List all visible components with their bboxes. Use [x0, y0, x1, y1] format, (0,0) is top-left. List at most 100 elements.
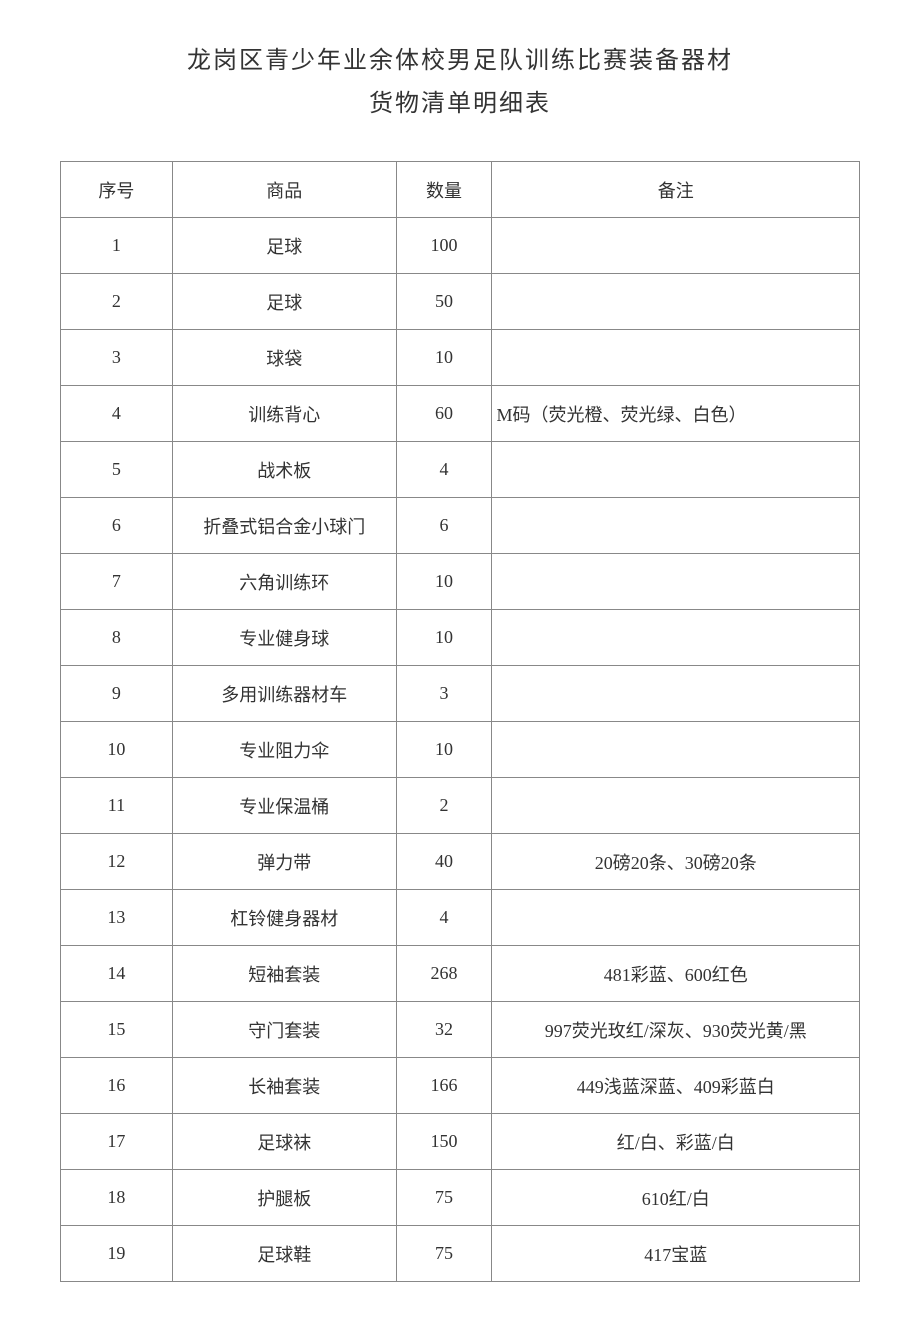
- table-row: 17足球袜150红/白、彩蓝/白: [61, 1114, 860, 1170]
- cell-note: 417宝蓝: [492, 1226, 860, 1282]
- cell-note: [492, 330, 860, 386]
- header-product: 商品: [172, 162, 396, 218]
- cell-seq: 14: [61, 946, 173, 1002]
- cell-product: 训练背心: [172, 386, 396, 442]
- header-seq: 序号: [61, 162, 173, 218]
- cell-seq: 13: [61, 890, 173, 946]
- cell-qty: 2: [396, 778, 492, 834]
- cell-seq: 12: [61, 834, 173, 890]
- cell-note: [492, 274, 860, 330]
- cell-note: [492, 442, 860, 498]
- cell-product: 球袋: [172, 330, 396, 386]
- cell-product: 长袖套装: [172, 1058, 396, 1114]
- cell-product: 短袖套装: [172, 946, 396, 1002]
- table-row: 7六角训练环10: [61, 554, 860, 610]
- table-row: 1足球100: [61, 218, 860, 274]
- cell-qty: 10: [396, 330, 492, 386]
- cell-product: 战术板: [172, 442, 396, 498]
- cell-product: 守门套装: [172, 1002, 396, 1058]
- title-line-1: 龙岗区青少年业余体校男足队训练比赛装备器材: [60, 40, 860, 83]
- cell-note: 481彩蓝、600红色: [492, 946, 860, 1002]
- cell-qty: 150: [396, 1114, 492, 1170]
- cell-qty: 268: [396, 946, 492, 1002]
- table-row: 3球袋10: [61, 330, 860, 386]
- cell-product: 专业保温桶: [172, 778, 396, 834]
- cell-qty: 4: [396, 442, 492, 498]
- table-row: 14短袖套装268481彩蓝、600红色: [61, 946, 860, 1002]
- cell-note: 997荧光玫红/深灰、930荧光黄/黑: [492, 1002, 860, 1058]
- cell-seq: 2: [61, 274, 173, 330]
- table-row: 10专业阻力伞10: [61, 722, 860, 778]
- table-row: 15守门套装32997荧光玫红/深灰、930荧光黄/黑: [61, 1002, 860, 1058]
- cell-qty: 3: [396, 666, 492, 722]
- cell-product: 折叠式铝合金小球门: [172, 498, 396, 554]
- cell-note: [492, 498, 860, 554]
- cell-seq: 16: [61, 1058, 173, 1114]
- cell-qty: 4: [396, 890, 492, 946]
- cell-note: [492, 778, 860, 834]
- cell-note: [492, 218, 860, 274]
- cell-qty: 40: [396, 834, 492, 890]
- cell-seq: 8: [61, 610, 173, 666]
- table-row: 2足球50: [61, 274, 860, 330]
- title-line-2: 货物清单明细表: [60, 83, 860, 126]
- cell-seq: 15: [61, 1002, 173, 1058]
- cell-qty: 32: [396, 1002, 492, 1058]
- table-row: 8专业健身球10: [61, 610, 860, 666]
- cell-qty: 75: [396, 1226, 492, 1282]
- cell-product: 多用训练器材车: [172, 666, 396, 722]
- cell-seq: 17: [61, 1114, 173, 1170]
- cell-product: 专业健身球: [172, 610, 396, 666]
- table-body: 1足球1002足球503球袋104训练背心60M码（荧光橙、荧光绿、白色）5战术…: [61, 218, 860, 1282]
- table-row: 13杠铃健身器材4: [61, 890, 860, 946]
- table-row: 18护腿板75610红/白: [61, 1170, 860, 1226]
- table-row: 16长袖套装166449浅蓝深蓝、409彩蓝白: [61, 1058, 860, 1114]
- cell-qty: 166: [396, 1058, 492, 1114]
- cell-product: 足球袜: [172, 1114, 396, 1170]
- cell-note: [492, 722, 860, 778]
- cell-qty: 6: [396, 498, 492, 554]
- cell-qty: 50: [396, 274, 492, 330]
- cell-seq: 5: [61, 442, 173, 498]
- cell-note: [492, 890, 860, 946]
- cell-seq: 1: [61, 218, 173, 274]
- cell-qty: 100: [396, 218, 492, 274]
- cell-note: [492, 610, 860, 666]
- cell-product: 六角训练环: [172, 554, 396, 610]
- cell-note: [492, 554, 860, 610]
- cell-seq: 4: [61, 386, 173, 442]
- table-row: 6折叠式铝合金小球门6: [61, 498, 860, 554]
- cell-product: 专业阻力伞: [172, 722, 396, 778]
- cell-seq: 10: [61, 722, 173, 778]
- cell-product: 弹力带: [172, 834, 396, 890]
- table-row: 4训练背心60M码（荧光橙、荧光绿、白色）: [61, 386, 860, 442]
- cell-note: 610红/白: [492, 1170, 860, 1226]
- table-row: 12弹力带4020磅20条、30磅20条: [61, 834, 860, 890]
- cell-note: 红/白、彩蓝/白: [492, 1114, 860, 1170]
- cell-seq: 11: [61, 778, 173, 834]
- cell-qty: 60: [396, 386, 492, 442]
- cell-qty: 10: [396, 610, 492, 666]
- cell-seq: 6: [61, 498, 173, 554]
- cell-qty: 75: [396, 1170, 492, 1226]
- table-header-row: 序号 商品 数量 备注: [61, 162, 860, 218]
- cell-note: M码（荧光橙、荧光绿、白色）: [492, 386, 860, 442]
- header-qty: 数量: [396, 162, 492, 218]
- cell-qty: 10: [396, 554, 492, 610]
- document-title: 龙岗区青少年业余体校男足队训练比赛装备器材 货物清单明细表: [60, 40, 860, 126]
- cell-product: 足球鞋: [172, 1226, 396, 1282]
- cell-product: 护腿板: [172, 1170, 396, 1226]
- cell-seq: 9: [61, 666, 173, 722]
- inventory-table: 序号 商品 数量 备注 1足球1002足球503球袋104训练背心60M码（荧光…: [60, 161, 860, 1282]
- cell-note: 449浅蓝深蓝、409彩蓝白: [492, 1058, 860, 1114]
- cell-seq: 3: [61, 330, 173, 386]
- cell-seq: 18: [61, 1170, 173, 1226]
- cell-product: 杠铃健身器材: [172, 890, 396, 946]
- cell-qty: 10: [396, 722, 492, 778]
- table-row: 19足球鞋75417宝蓝: [61, 1226, 860, 1282]
- cell-product: 足球: [172, 274, 396, 330]
- cell-seq: 7: [61, 554, 173, 610]
- table-row: 11专业保温桶2: [61, 778, 860, 834]
- cell-product: 足球: [172, 218, 396, 274]
- header-note: 备注: [492, 162, 860, 218]
